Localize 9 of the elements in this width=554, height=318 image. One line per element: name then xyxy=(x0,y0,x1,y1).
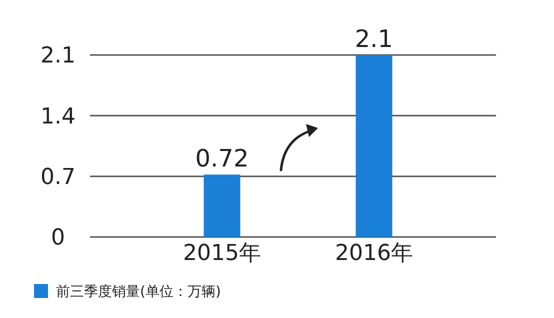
x-tick-label: 2016年 xyxy=(335,241,413,266)
legend-label: 前三季度销量(单位：万辆) xyxy=(56,284,221,300)
y-tick-label: 2.1 xyxy=(40,44,76,69)
y-tick-label: 0.7 xyxy=(40,165,76,190)
x-tick-label: 2015年 xyxy=(183,241,261,266)
data-label: 0.72 xyxy=(195,144,249,173)
data-label: 2.1 xyxy=(354,25,394,53)
y-tick-label: 1.4 xyxy=(40,104,76,130)
y-tick-label: 0 xyxy=(51,226,65,251)
